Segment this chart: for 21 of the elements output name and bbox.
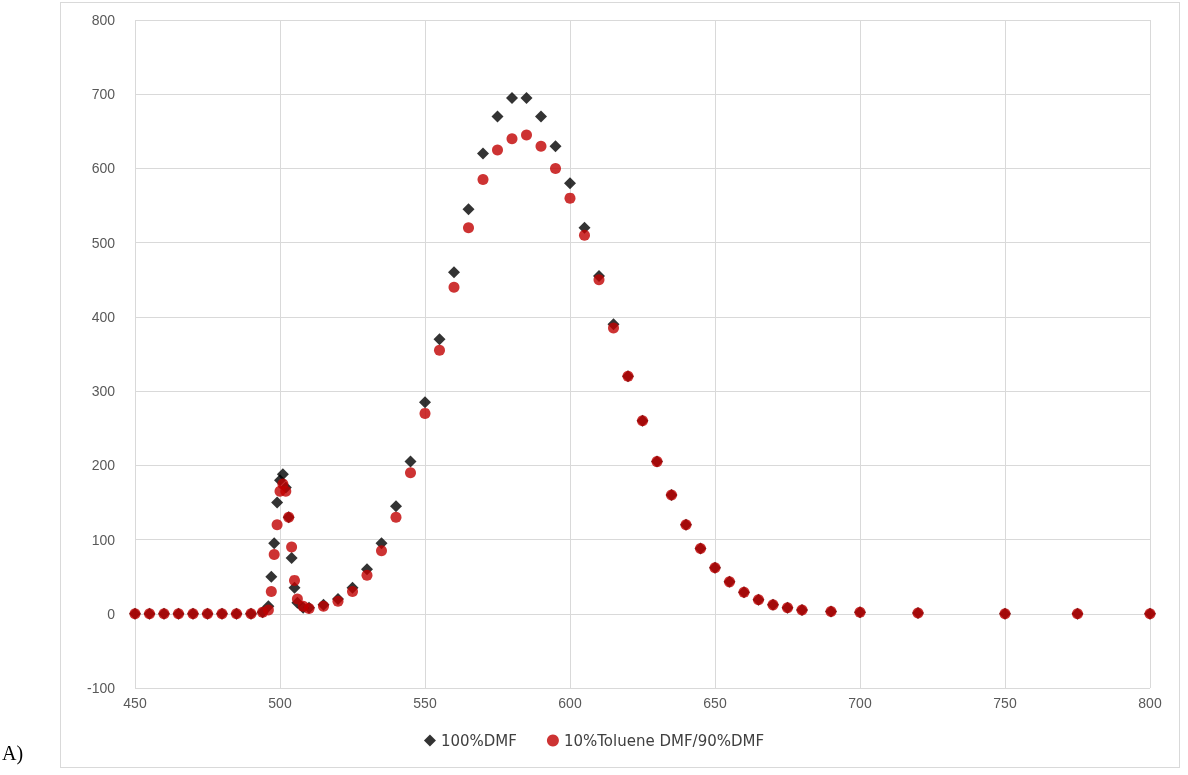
x-tick-label: 750 — [993, 695, 1017, 711]
y-tick-label: 300 — [91, 383, 116, 400]
legend-label: 10%Toluene DMF/90%DMF — [563, 731, 765, 750]
y-tick-label: 0 — [107, 605, 116, 622]
x-tick-label: 600 — [558, 695, 582, 711]
y-tick-label: -100 — [86, 680, 116, 696]
x-tick-label: 800 — [1138, 695, 1162, 711]
x-tick-label: 500 — [268, 695, 292, 711]
x-tick-label: 550 — [413, 695, 437, 711]
y-tick-label: 100 — [91, 531, 116, 548]
y-tick-label: 800 — [91, 12, 116, 28]
y-tick-label: 500 — [91, 234, 116, 251]
legend-label: 100%DMF — [440, 731, 517, 750]
x-tick-label: 650 — [703, 695, 727, 711]
y-tick-label: 600 — [91, 160, 116, 177]
y-tick-label: 700 — [91, 86, 116, 103]
text: A) — [2, 742, 24, 765]
x-tick-label: 700 — [848, 695, 872, 711]
y-tick-label: 200 — [91, 457, 116, 474]
x-tick-label: 450 — [123, 695, 147, 711]
y-tick-label: 400 — [91, 308, 116, 325]
